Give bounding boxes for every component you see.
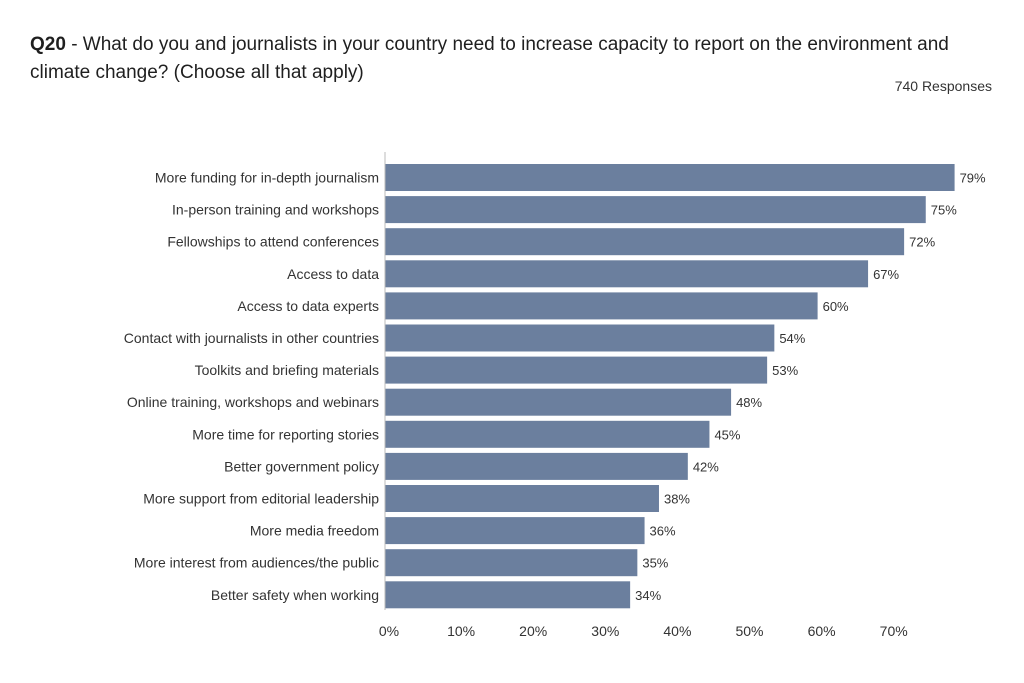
value-label: 54% (779, 331, 805, 346)
value-label: 34% (635, 588, 661, 603)
value-label: 38% (664, 492, 690, 507)
category-label: More media freedom (250, 523, 379, 539)
category-label: Toolkits and briefing materials (195, 362, 379, 378)
category-label: In-person training and workshops (172, 202, 379, 218)
value-label: 79% (960, 171, 986, 186)
bar (385, 549, 638, 577)
category-label: Better government policy (224, 458, 379, 474)
bar (385, 228, 905, 256)
category-label: Access to data (287, 266, 379, 282)
x-tick-label: 50% (735, 623, 763, 639)
x-tick-label: 60% (808, 623, 836, 639)
bar (385, 324, 775, 352)
category-label: Online training, workshops and webinars (127, 394, 379, 410)
value-label: 75% (931, 203, 957, 218)
value-label: 72% (909, 235, 935, 250)
value-label: 60% (823, 299, 849, 314)
bar (385, 388, 732, 416)
question-id: Q20 (30, 34, 66, 55)
x-tick-label: 20% (519, 623, 547, 639)
category-label: Better safety when working (211, 587, 379, 603)
category-label: Access to data experts (237, 298, 379, 314)
category-label: Contact with journalists in other countr… (124, 330, 379, 346)
bar (385, 581, 631, 609)
question-text: - What do you and journalists in your co… (30, 34, 949, 83)
x-tick-label: 10% (447, 623, 475, 639)
bar (385, 196, 926, 224)
value-label: 67% (873, 267, 899, 282)
chart-title: Q20 - What do you and journalists in you… (30, 31, 990, 87)
x-tick-label: 40% (663, 623, 691, 639)
value-label: 35% (642, 556, 668, 571)
value-label: 45% (714, 427, 740, 442)
bar (385, 292, 818, 320)
bar (385, 517, 645, 545)
bar (385, 485, 659, 512)
category-label: More time for reporting stories (192, 426, 379, 442)
bar (385, 452, 688, 480)
category-label: More interest from audiences/the public (134, 555, 379, 571)
category-label: More support from editorial leadership (143, 491, 379, 507)
x-tick-label: 30% (591, 623, 619, 639)
bar (385, 356, 768, 384)
value-label: 42% (693, 459, 719, 474)
responses-count: 740 Responses (894, 78, 992, 94)
bar (385, 420, 710, 448)
bar (385, 260, 869, 288)
x-tick-label: 70% (880, 623, 908, 639)
x-tick-label: 0% (379, 623, 399, 639)
bar (385, 164, 955, 191)
value-label: 48% (736, 395, 762, 410)
value-label: 36% (650, 524, 676, 539)
value-label: 53% (772, 363, 798, 378)
category-label: More funding for in-depth journalism (155, 170, 379, 186)
category-label: Fellowships to attend conferences (167, 234, 379, 250)
